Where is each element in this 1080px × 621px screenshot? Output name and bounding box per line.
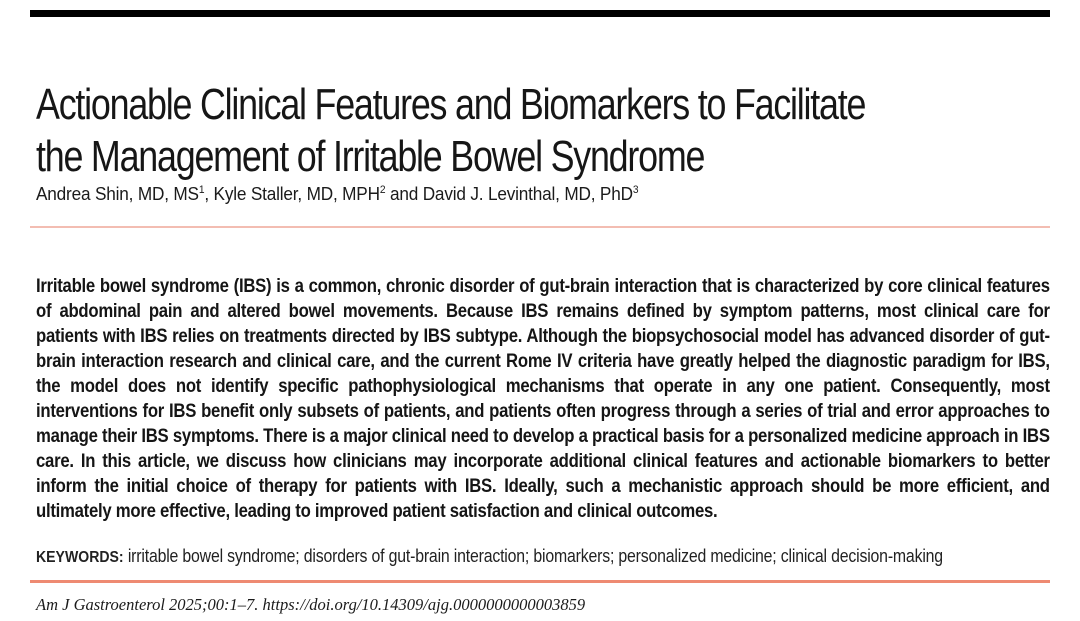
abstract-top-divider	[30, 226, 1050, 228]
header-rule	[30, 10, 1050, 17]
author-3: David J. Levinthal, MD, PhD	[422, 183, 633, 204]
author-2-affiliation-sup: 2	[379, 183, 386, 196]
citation-top-divider	[30, 580, 1050, 583]
article-title: Actionable Clinical Features and Biomark…	[36, 79, 866, 183]
abstract-text: Irritable bowel syndrome (IBS) is a comm…	[36, 276, 1050, 522]
keywords-label: KEYWORDS:	[36, 549, 124, 566]
doi-link[interactable]: https://doi.org/10.14309/ajg.00000000000…	[262, 595, 586, 614]
article-title-line-1: Actionable Clinical Features and Biomark…	[36, 80, 866, 130]
author-line: Andrea Shin, MD, MS1, Kyle Staller, MD, …	[36, 183, 639, 205]
author-1-affiliation-sup: 1	[198, 183, 205, 196]
citation-text: Am J Gastroenterol 2025;00:1–7.	[36, 595, 263, 614]
author-separator-2: and	[385, 183, 423, 204]
author-1: Andrea Shin, MD, MS	[36, 183, 199, 204]
author-2: Kyle Staller, MD, MPH	[213, 183, 380, 204]
keywords-list: irritable bowel syndrome; disorders of g…	[123, 546, 943, 566]
keywords-line: KEYWORDS: irritable bowel syndrome; diso…	[36, 546, 1057, 567]
article-title-line-2: the Management of Irritable Bowel Syndro…	[36, 132, 705, 182]
author-separator-1: ,	[204, 183, 214, 204]
journal-citation: Am J Gastroenterol 2025;00:1–7. https://…	[36, 595, 585, 615]
author-3-affiliation-sup: 3	[632, 183, 639, 196]
